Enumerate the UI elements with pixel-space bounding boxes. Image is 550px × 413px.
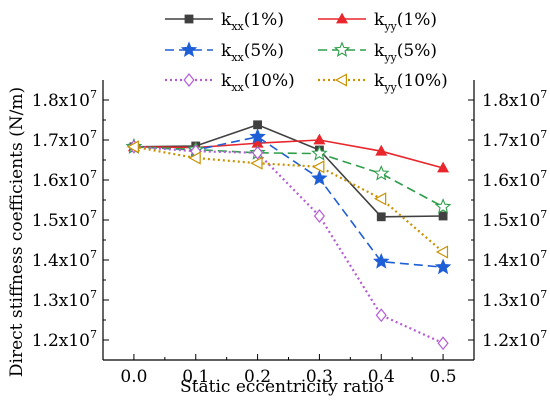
data-point	[252, 145, 264, 160]
x-tick-label: 0.2	[244, 367, 271, 387]
y-tick-label-right: 1.8x107	[482, 88, 547, 111]
data-point	[438, 211, 448, 221]
legend-label: kxx(1%)	[221, 10, 284, 33]
y-axis-title: Direct stiffness coefficients (N/m)	[7, 87, 27, 377]
data-point	[311, 144, 328, 161]
data-point	[435, 245, 449, 259]
y-tick-label-left: 1.7x107	[32, 128, 97, 151]
y-tick-label-right: 1.4x107	[482, 248, 547, 271]
x-tick-label: 0.0	[120, 367, 147, 387]
series-line	[133, 145, 444, 345]
x-tick-label: 0.1	[182, 367, 209, 387]
series-xx-10pct	[128, 139, 449, 351]
series-xx-5pct	[125, 128, 452, 275]
legend-label: kyy(10%)	[374, 71, 448, 94]
series-line	[133, 139, 444, 169]
x-tick-label: 0.4	[368, 367, 395, 387]
data-point	[437, 336, 449, 351]
y-tick-label-right: 1.3x107	[482, 288, 547, 311]
legend-label: kyy(5%)	[374, 41, 437, 64]
data-point	[313, 209, 325, 223]
legend-item: kxx(5%)	[165, 41, 284, 64]
data-point	[250, 156, 263, 170]
legend-item: kxx(10%)	[165, 71, 295, 94]
y-tick-label-left: 1.2x107	[32, 328, 97, 351]
y-tick-label-left: 1.8x107	[32, 88, 97, 111]
data-point	[434, 258, 452, 275]
legend-label: kxx(5%)	[221, 41, 284, 64]
x-tick-label: 0.3	[306, 367, 333, 387]
y-tick-label-right: 1.6x107	[482, 168, 547, 191]
y-tick-label-right: 1.2x107	[482, 328, 547, 351]
data-point	[437, 161, 450, 173]
data-point	[126, 140, 139, 154]
legend-item: kyy(1%)	[318, 10, 437, 33]
series-layer	[125, 120, 452, 351]
y-tick-label-left: 1.5x107	[32, 208, 97, 231]
legend-marker	[333, 41, 351, 57]
data-point	[373, 192, 387, 206]
legend: kxx(1%) kyy(1%) kxx(5%) kyy(5%) kxx(10%) kyy(…	[165, 10, 448, 94]
data-point	[311, 169, 328, 186]
series-xx-1pct	[129, 120, 448, 222]
x-axis-title: Static eccentricity ratio	[180, 377, 384, 397]
legend-marker	[180, 41, 198, 57]
data-point	[188, 151, 201, 165]
legend-marker	[336, 12, 348, 24]
legend-marker	[334, 73, 347, 87]
data-point	[373, 164, 390, 181]
data-point	[312, 160, 325, 174]
legend-item: kxx(1%)	[165, 10, 284, 33]
y-tick-label-left: 1.4x107	[32, 248, 97, 271]
axes: 0.0 0.1 0.2 0.3 0.4 0.5 1.2x107 1.2x107 1.3x107 1…	[32, 80, 547, 387]
y-tick-label-left: 1.6x107	[32, 168, 97, 191]
legend-item: kyy(10%)	[318, 71, 448, 94]
x-tick-label: 0.5	[430, 367, 457, 387]
data-point	[249, 128, 266, 144]
legend-marker	[184, 14, 194, 24]
data-point	[375, 308, 387, 323]
legend-marker	[183, 73, 195, 87]
data-point	[253, 120, 262, 130]
data-point	[434, 198, 452, 214]
legend-label: kxx(10%)	[221, 71, 295, 94]
data-point	[376, 212, 386, 222]
series-line	[133, 135, 444, 268]
legend-item: kyy(5%)	[318, 41, 437, 64]
series-yy-10pct	[126, 140, 449, 259]
series-line	[133, 146, 444, 208]
series-line	[133, 123, 444, 218]
y-tick-label-right: 1.5x107	[482, 208, 547, 231]
data-point	[373, 252, 390, 269]
axis-labels: Static eccentricity ratio Direct stiffne…	[7, 87, 384, 397]
data-point	[375, 144, 388, 156]
data-point	[313, 133, 326, 145]
y-tick-label-right: 1.7x107	[482, 128, 547, 151]
legend-label: kyy(1%)	[374, 10, 437, 33]
series-line	[133, 145, 444, 253]
data-point	[251, 136, 264, 148]
y-tick-label-left: 1.3x107	[32, 288, 97, 311]
